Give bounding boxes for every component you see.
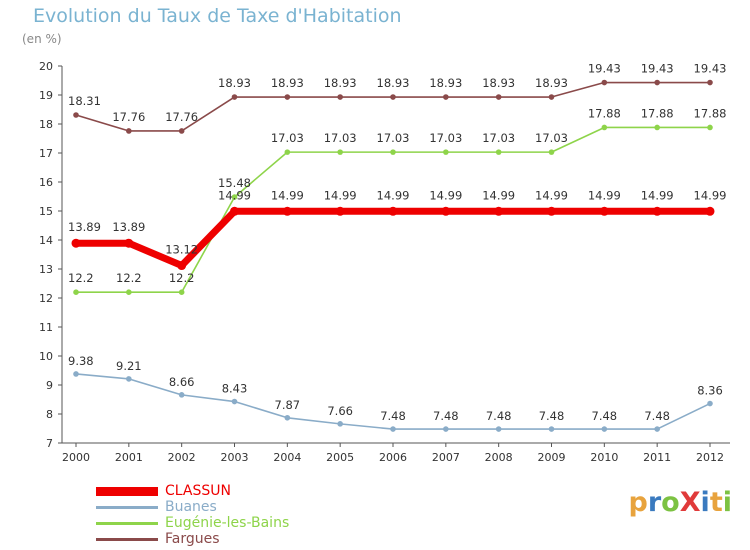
- legend-item-buanes[interactable]: Buanes: [96, 499, 426, 515]
- svg-text:7.48: 7.48: [644, 409, 670, 423]
- svg-text:7.87: 7.87: [275, 398, 301, 412]
- svg-text:17.03: 17.03: [324, 131, 357, 145]
- svg-text:17.03: 17.03: [429, 131, 462, 145]
- svg-text:14.99: 14.99: [641, 188, 674, 202]
- svg-text:18.93: 18.93: [271, 76, 304, 90]
- svg-text:13.89: 13.89: [68, 220, 101, 234]
- svg-text:2011: 2011: [643, 451, 671, 464]
- svg-text:14.99: 14.99: [429, 188, 462, 202]
- svg-text:7: 7: [46, 437, 53, 450]
- legend-label-fargues: Fargues: [165, 531, 220, 547]
- svg-text:17.76: 17.76: [165, 110, 198, 124]
- svg-text:19.43: 19.43: [641, 62, 674, 76]
- svg-text:2004: 2004: [273, 451, 301, 464]
- svg-text:18.93: 18.93: [429, 76, 462, 90]
- svg-text:11: 11: [39, 321, 53, 334]
- legend-swatch-eugenie-les-bains: [96, 521, 158, 525]
- svg-text:2000: 2000: [62, 451, 90, 464]
- svg-text:2009: 2009: [538, 451, 566, 464]
- proxiti-logo[interactable]: proXiti: [628, 487, 733, 518]
- svg-text:8: 8: [46, 408, 53, 421]
- svg-text:8.66: 8.66: [169, 375, 195, 389]
- svg-text:17.88: 17.88: [641, 106, 674, 120]
- svg-text:8.36: 8.36: [697, 384, 723, 398]
- legend-item-fargues[interactable]: Fargues: [96, 531, 426, 547]
- svg-text:7.48: 7.48: [486, 409, 512, 423]
- svg-text:17.03: 17.03: [482, 131, 515, 145]
- svg-text:19: 19: [39, 89, 53, 102]
- svg-text:12.2: 12.2: [169, 271, 195, 285]
- chart-unit-label: (en %): [22, 32, 62, 46]
- svg-text:2001: 2001: [115, 451, 143, 464]
- svg-text:18.93: 18.93: [218, 76, 251, 90]
- svg-text:17.88: 17.88: [694, 106, 727, 120]
- svg-text:14.99: 14.99: [324, 188, 357, 202]
- svg-text:14: 14: [39, 234, 53, 247]
- svg-text:9.38: 9.38: [68, 354, 94, 368]
- svg-text:2008: 2008: [485, 451, 513, 464]
- svg-text:12: 12: [39, 292, 53, 305]
- svg-text:2003: 2003: [221, 451, 249, 464]
- svg-text:14.99: 14.99: [271, 188, 304, 202]
- svg-text:20: 20: [39, 60, 53, 73]
- svg-text:7.48: 7.48: [592, 409, 618, 423]
- legend-label-buanes: Buanes: [165, 499, 217, 515]
- svg-text:17.03: 17.03: [377, 131, 410, 145]
- svg-text:14.99: 14.99: [535, 188, 568, 202]
- svg-text:7.48: 7.48: [433, 409, 459, 423]
- svg-text:2006: 2006: [379, 451, 407, 464]
- legend-swatch-classun: [96, 486, 158, 496]
- svg-text:9.21: 9.21: [116, 359, 142, 373]
- svg-text:10: 10: [39, 350, 53, 363]
- svg-text:17.03: 17.03: [535, 131, 568, 145]
- svg-text:8.43: 8.43: [222, 382, 248, 396]
- svg-text:13.12: 13.12: [165, 243, 198, 257]
- svg-text:18.93: 18.93: [324, 76, 357, 90]
- chart-title: Evolution du Taux de Taxe d'Habitation: [33, 5, 402, 27]
- legend-label-eugenie-les-bains: Eugénie-les-Bains: [165, 515, 290, 531]
- chart-legend: CLASSUN Buanes Eugénie-les-Bains Fargues: [96, 483, 426, 547]
- svg-text:19.43: 19.43: [588, 62, 621, 76]
- svg-text:18.93: 18.93: [377, 76, 410, 90]
- svg-text:12.2: 12.2: [116, 271, 142, 285]
- svg-text:15.48: 15.48: [218, 176, 251, 190]
- svg-text:2012: 2012: [696, 451, 724, 464]
- svg-text:12.2: 12.2: [68, 271, 94, 285]
- svg-text:14.99: 14.99: [694, 188, 727, 202]
- legend-item-eugenie-les-bains[interactable]: Eugénie-les-Bains: [96, 515, 426, 531]
- svg-text:14.99: 14.99: [482, 188, 515, 202]
- legend-swatch-buanes: [96, 505, 158, 509]
- svg-text:13.89: 13.89: [112, 220, 145, 234]
- svg-text:18: 18: [39, 118, 53, 131]
- svg-text:2010: 2010: [590, 451, 618, 464]
- svg-text:18.93: 18.93: [482, 76, 515, 90]
- legend-swatch-fargues: [96, 537, 158, 541]
- svg-text:18.31: 18.31: [68, 94, 101, 108]
- svg-text:2007: 2007: [432, 451, 460, 464]
- svg-text:15: 15: [39, 205, 53, 218]
- svg-text:18.93: 18.93: [535, 76, 568, 90]
- svg-text:7.48: 7.48: [539, 409, 565, 423]
- svg-text:7.66: 7.66: [327, 404, 353, 418]
- svg-text:13: 13: [39, 263, 53, 276]
- svg-text:17.88: 17.88: [588, 106, 621, 120]
- svg-text:19.43: 19.43: [694, 62, 727, 76]
- svg-text:9: 9: [46, 379, 53, 392]
- svg-text:17.76: 17.76: [112, 110, 145, 124]
- legend-item-classun[interactable]: CLASSUN: [96, 483, 426, 499]
- svg-text:7.48: 7.48: [380, 409, 406, 423]
- svg-text:2005: 2005: [326, 451, 354, 464]
- svg-text:17.03: 17.03: [271, 131, 304, 145]
- svg-text:17: 17: [39, 147, 53, 160]
- svg-text:14.99: 14.99: [588, 188, 621, 202]
- svg-text:14.99: 14.99: [218, 188, 251, 202]
- svg-text:16: 16: [39, 176, 53, 189]
- svg-text:2002: 2002: [168, 451, 196, 464]
- svg-text:14.99: 14.99: [377, 188, 410, 202]
- legend-label-classun: CLASSUN: [165, 483, 231, 499]
